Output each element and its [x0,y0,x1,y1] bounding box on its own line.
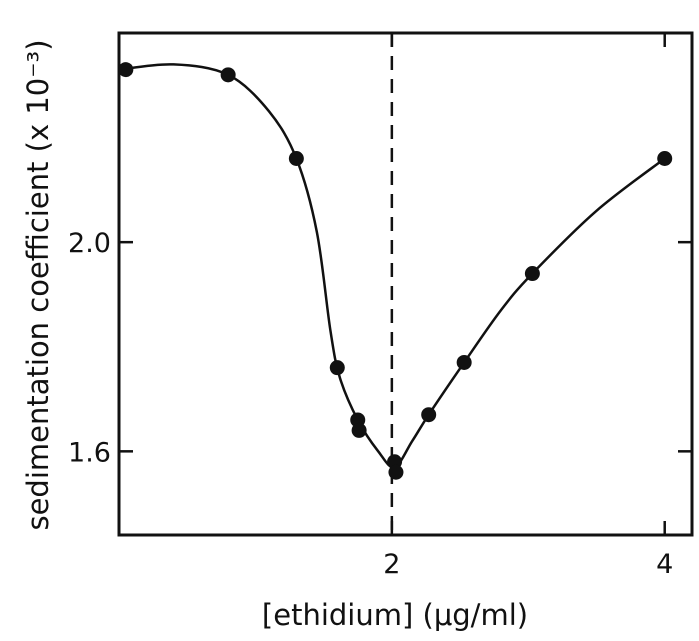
plot-frame [117,31,694,537]
data-point [456,354,472,370]
x-tick-label: 2 [383,549,400,580]
x-axis-title: [ethidium] (μg/ml) [262,598,528,632]
y-axis-title: sedimentation coefficient (x 10⁻³) [21,39,55,530]
data-points [118,62,673,480]
y-axis: 1.6 2.0 [68,228,692,468]
data-point [329,360,345,376]
data-point [288,151,304,166]
data-point [118,62,134,78]
y-tick-label: 2.0 [68,228,111,259]
data-point [657,151,673,166]
data-point [388,464,404,480]
data-point [351,422,367,438]
data-point [524,266,540,282]
y-tick-label: 1.6 [68,437,111,468]
x-tick-label: 4 [656,549,673,580]
x-axis: 2 4 [383,33,673,580]
data-point [220,67,236,83]
series-curve [118,63,666,469]
data-point [421,407,437,423]
